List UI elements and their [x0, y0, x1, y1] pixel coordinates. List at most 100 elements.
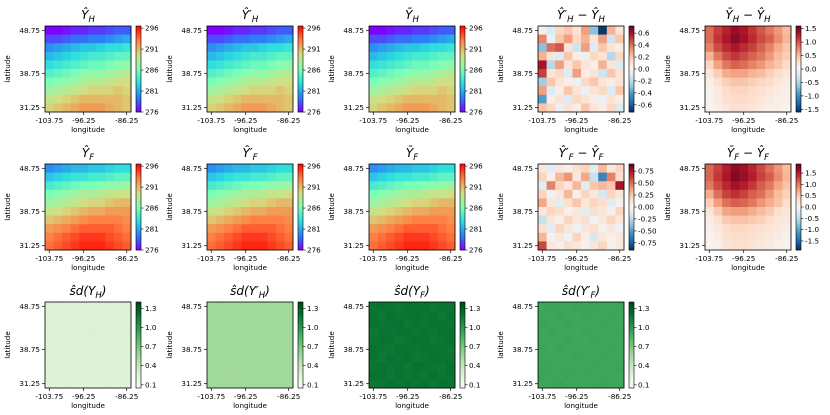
heatmap-cell: [70, 207, 80, 216]
y-tick-label: 31.25: [679, 103, 700, 112]
colorbar-segment: [136, 38, 141, 42]
heatmap-cell: [215, 26, 225, 35]
panel-title: Ŷ′F: [243, 145, 258, 163]
heatmap-cell: [446, 310, 456, 320]
heatmap-cell: [88, 370, 97, 380]
colorbar-tick-label: 0.1: [469, 380, 480, 389]
y-tick-label: 48.75: [512, 26, 533, 35]
colorbar-segment: [136, 185, 141, 188]
heatmap-cell: [581, 241, 590, 251]
x-tick-label: -86.25: [115, 254, 138, 263]
x-tick-label: -96.25: [234, 116, 257, 125]
x-tick-label: -103.75: [359, 254, 387, 263]
heatmap-cell: [250, 34, 259, 44]
heatmap-cell: [267, 319, 277, 329]
heatmap-cell: [412, 362, 421, 372]
colorbar-segment: [629, 62, 634, 65]
heatmap-cell: [589, 198, 599, 208]
heatmap-cell: [241, 241, 251, 251]
heatmap-cell: [572, 69, 582, 78]
colorbar-segment: [796, 101, 801, 104]
heatmap-cell: [284, 26, 294, 35]
colorbar-segment: [136, 43, 141, 46]
heatmap-cell: [555, 207, 565, 216]
heatmap-cell: [224, 353, 234, 363]
heatmap-cell: [232, 34, 242, 44]
colorbar: 1.31.00.70.40.1: [297, 301, 319, 389]
heatmap-cell: [224, 60, 234, 70]
heatmap-cell: [386, 26, 396, 35]
heatmap-cell: [45, 94, 54, 104]
colorbar: 1.51.00.50.0-0.5-1.0-1.5: [795, 163, 819, 251]
heatmap-cell: [572, 302, 582, 311]
heatmap-cell: [386, 232, 396, 242]
heatmap-cell: [394, 310, 404, 320]
heatmap-cell: [722, 164, 732, 173]
heatmap-cell: [113, 224, 123, 234]
colorbar-segment: [136, 336, 141, 339]
colorbar-segment: [136, 245, 141, 249]
heatmap-cell: [232, 345, 242, 354]
colorbar-segment: [298, 340, 303, 344]
heatmap-cell: [773, 181, 783, 191]
heatmap-cell: [420, 172, 430, 182]
heatmap-cell: [250, 302, 259, 311]
colorbar-segment: [796, 30, 801, 33]
heatmap-cell: [546, 232, 556, 242]
axes-frame: [44, 163, 132, 251]
heatmap-cell: [53, 319, 63, 329]
heatmap-cell: [563, 379, 573, 389]
colorbar-segment: [136, 103, 141, 106]
heatmap-cell: [207, 181, 216, 191]
heatmap-cell: [96, 310, 106, 320]
heatmap-cell: [207, 353, 216, 363]
heatmap-cell: [615, 34, 625, 44]
colorbar-segment: [460, 200, 465, 203]
colorbar-segment: [298, 366, 303, 369]
heatmap-cell: [53, 310, 63, 320]
heatmap-cell: [241, 60, 251, 70]
colorbar-segment: [136, 53, 141, 57]
heatmap-cell: [581, 224, 590, 234]
panel-p23: ŝd(Y′F)-103.75 -96.25 -86.25longitude48.75…: [496, 284, 650, 410]
colorbar-segment: [629, 383, 634, 387]
colorbar-segment: [136, 73, 141, 76]
heatmap-cell: [258, 164, 268, 173]
heatmap-cell: [581, 69, 590, 78]
x-tick-label: -96.25: [396, 116, 419, 125]
colorbar-segment: [796, 36, 801, 40]
heatmap-cell: [232, 353, 242, 363]
x-tick-label: -96.25: [72, 254, 95, 263]
heatmap-cell: [224, 232, 234, 242]
heatmap-cell: [241, 103, 251, 113]
colorbar-segment: [796, 207, 801, 210]
heatmap-cell: [748, 189, 757, 199]
colorbar-segment: [629, 109, 634, 113]
colorbar-segment: [460, 77, 465, 81]
heatmap-cell: [589, 43, 599, 53]
heatmap-cell: [598, 60, 608, 70]
heatmap-cell: [386, 379, 396, 389]
colorbar-segment: [136, 81, 141, 85]
heatmap-cell: [722, 189, 732, 199]
colorbar-segment: [629, 45, 634, 48]
heatmap-cell: [412, 103, 421, 113]
heatmap-cell: [563, 198, 573, 208]
heatmap-cell: [730, 77, 740, 87]
heatmap-cell: [713, 34, 723, 44]
heatmap-cell: [394, 43, 404, 53]
heatmap-cell: [581, 103, 590, 113]
heatmap-cell: [53, 379, 63, 389]
heatmap-cell: [722, 60, 732, 70]
heatmap-cell: [122, 181, 132, 191]
colorbar-segment: [136, 368, 141, 372]
colorbar-segment: [298, 77, 303, 81]
heatmap-cell: [394, 26, 404, 35]
heatmap-cell: [773, 26, 783, 35]
heatmap-cell: [446, 60, 456, 70]
colorbar-segment: [629, 198, 634, 201]
heatmap-cell: [258, 241, 268, 251]
colorbar-segment: [136, 222, 141, 225]
heatmap-cell: [730, 189, 740, 199]
heatmap-cell: [615, 302, 625, 311]
